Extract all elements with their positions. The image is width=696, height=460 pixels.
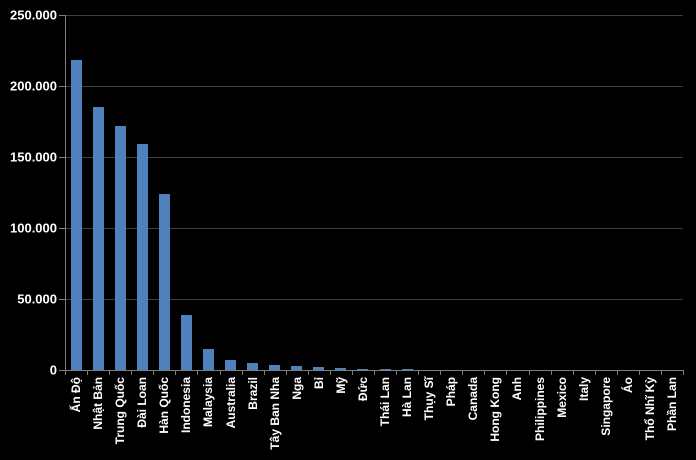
bar-Ấn Độ [70, 60, 82, 370]
x-tick-mark [506, 370, 508, 375]
y-tick-mark [59, 86, 65, 87]
x-tick-label: Phần Lan [664, 377, 679, 432]
gridline [65, 299, 683, 300]
x-tick-label: Brazil [245, 377, 260, 410]
gridline [65, 15, 683, 16]
x-tick-label: Đức [355, 377, 370, 402]
x-tick-label: Hong Kong [488, 377, 503, 442]
x-tick-label: Thổ Nhĩ Kỳ [642, 377, 657, 441]
x-tick-label: Philippines [532, 377, 547, 442]
x-tick-label: Indonesia [179, 377, 194, 434]
x-tick-mark [550, 370, 552, 375]
y-tick-label: 150.000 [10, 149, 57, 165]
x-tick-label: Bỉ [311, 377, 326, 389]
x-tick-label: Trung Quốc [113, 377, 128, 445]
x-tick-mark [131, 370, 133, 375]
x-tick-mark [683, 370, 684, 375]
bar-Đức [357, 368, 369, 370]
x-tick-label: Mexico [554, 377, 569, 418]
y-tick-mark [59, 228, 65, 229]
x-tick-mark [175, 370, 177, 375]
x-tick-mark [660, 370, 662, 375]
x-tick-label: Canada [466, 377, 481, 421]
x-tick-label: Singapore [598, 377, 613, 436]
x-tick-mark [329, 370, 331, 375]
x-tick-mark [219, 370, 221, 375]
x-tick-label: Thụy Sĩ [422, 377, 437, 421]
x-tick-mark [462, 370, 464, 375]
x-tick-label: Hà Lan [400, 377, 415, 418]
bar-Brazil [247, 362, 259, 370]
x-tick-label: Nhật Bản [91, 377, 106, 430]
x-tick-mark [263, 370, 265, 375]
x-tick-mark [65, 370, 66, 375]
x-tick-mark [374, 370, 375, 375]
bar-Hà Lan [401, 369, 413, 370]
y-tick-label: 50.000 [17, 291, 57, 307]
x-tick-mark [616, 370, 618, 375]
x-tick-mark [153, 370, 155, 375]
y-tick-mark [59, 15, 65, 16]
gridline [65, 228, 683, 229]
y-tick-label: 200.000 [10, 78, 57, 94]
x-tick-label: Đài Loan [135, 377, 150, 428]
x-tick-mark [396, 370, 398, 375]
y-axis-line [65, 15, 66, 371]
x-tick-mark [241, 370, 243, 375]
x-tick-mark [87, 370, 89, 375]
x-tick-label: Mỹ [333, 377, 348, 394]
y-tick-label: 250.000 [10, 7, 57, 23]
x-tick-mark [197, 370, 199, 375]
bar-Thái Lan [379, 368, 391, 370]
y-tick-mark [59, 370, 65, 371]
x-tick-mark [440, 370, 442, 375]
x-tick-label: Thái Lan [378, 377, 393, 427]
bar-Trung Quốc [114, 125, 126, 370]
y-tick-label: 100.000 [10, 220, 57, 236]
x-tick-mark [484, 370, 486, 375]
x-tick-label: Tây Ban Nha [267, 377, 282, 450]
bar-Mỹ [335, 367, 347, 370]
bar-Bỉ [313, 367, 325, 370]
x-tick-mark [528, 370, 530, 375]
x-tick-mark [307, 370, 309, 375]
x-tick-mark [109, 370, 111, 375]
x-tick-label: Nga [289, 377, 304, 400]
bar-Tây Ban Nha [269, 365, 281, 370]
bar-Australia [225, 360, 237, 370]
bar-Malaysia [202, 348, 214, 370]
y-tick-label: 0 [49, 362, 57, 378]
x-tick-label: Ấn Độ [69, 377, 84, 413]
x-tick-mark [572, 370, 574, 375]
x-tick-mark [594, 370, 596, 375]
y-tick-mark [59, 157, 65, 158]
bar-Đài Loan [136, 144, 148, 370]
x-tick-label: Australia [223, 377, 238, 429]
gridline [65, 86, 683, 87]
x-tick-mark [638, 370, 640, 375]
bar-Indonesia [180, 314, 192, 370]
bar-Nhật Bản [92, 107, 104, 370]
x-tick-label: Malaysia [201, 377, 216, 428]
gridline [65, 157, 683, 158]
x-tick-label: Áo [620, 377, 635, 393]
x-tick-label: Anh [510, 377, 525, 401]
x-tick-label: Pháp [444, 377, 459, 407]
x-tick-mark [418, 370, 420, 375]
bar-Nga [291, 365, 303, 370]
x-tick-label: Italy [576, 377, 591, 402]
y-tick-mark [59, 299, 65, 300]
x-tick-mark [285, 370, 287, 375]
bar-Hàn Quốc [158, 193, 170, 370]
x-tick-label: Hàn Quốc [157, 377, 172, 434]
x-tick-mark [351, 370, 353, 375]
